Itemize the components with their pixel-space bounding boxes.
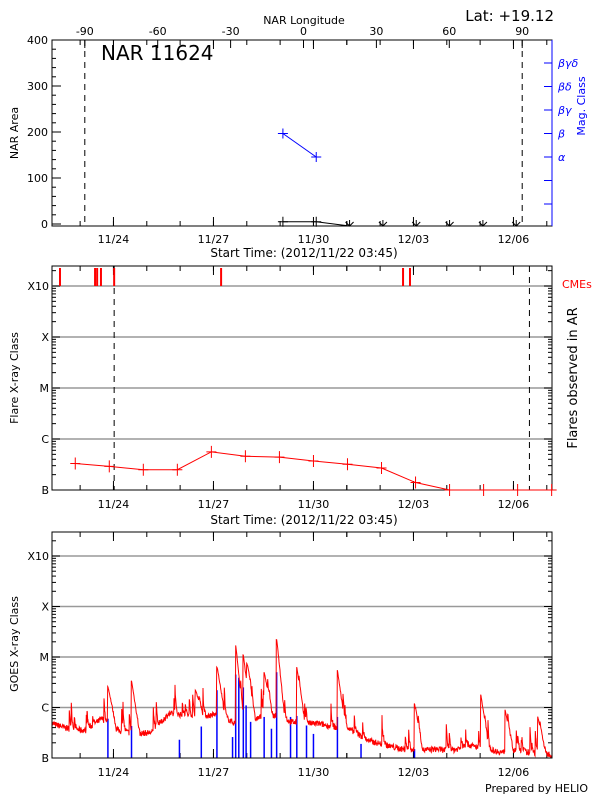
panel1-y-tick-label: 300 — [27, 80, 48, 93]
panel3-x-tick-label: 12/06 — [498, 766, 530, 779]
panel3-x-tick-label: 11/30 — [298, 766, 330, 779]
panel-flare-class: B C M X X10 11/24 11/27 11/30 12/03 12/06 — [27, 265, 557, 511]
mag-class-point-marker — [311, 152, 322, 162]
panel1-x-tick-label: 11/24 — [98, 233, 130, 246]
panel3-x-tick-label: 11/24 — [98, 766, 130, 779]
top-axis-tick-label: 30 — [369, 25, 383, 38]
area-point-marker — [311, 216, 322, 227]
panel1-x-tick-label: 11/27 — [198, 233, 230, 246]
top-axis-tick-label: 0 — [300, 25, 307, 38]
top-axis-tick-label: -30 — [222, 25, 240, 38]
panel2-x-tick-label: 11/24 — [98, 498, 130, 511]
panel1-y-tick-label: 100 — [27, 172, 48, 185]
panel2-y-tick-label: C — [41, 433, 49, 446]
flare-point-marker — [478, 484, 489, 496]
latitude-label: Lat: +19.12 — [465, 7, 554, 25]
goes-flux-line — [51, 639, 553, 758]
panel3-y-tick-label: X10 — [27, 550, 49, 563]
panel2-right-axis-title: Flares observed in AR — [566, 307, 581, 448]
mag-class-tick-label: βδ — [557, 81, 572, 94]
panel3-y-tick-label: B — [41, 752, 49, 765]
top-axis-tick-label: 90 — [515, 25, 529, 38]
panel-nar-area: 11/24 11/27 11/30 12/03 12/060100200300400-9… — [27, 25, 579, 246]
panel3-y-tick-label: M — [40, 651, 50, 664]
flare-point-marker — [138, 463, 149, 476]
area-missing-arrow — [511, 220, 521, 227]
panel-goes-xray: B C M X X10 11/24 11/27 11/30 12/03 12/06 — [27, 531, 553, 779]
flare-point-marker — [240, 450, 251, 463]
mag-class-tick-label: α — [558, 151, 566, 164]
area-missing-arrow — [445, 220, 454, 227]
panel2-x-tick-label: 11/30 — [298, 498, 330, 511]
panel2-y-tick-label: B — [41, 484, 49, 497]
panel3-y-tick-label: C — [41, 702, 49, 715]
panel2-x-tick-label: 12/06 — [498, 498, 530, 511]
panel2-y-tick-label: X10 — [27, 280, 49, 293]
mag-class-point-marker — [277, 128, 288, 139]
flare-point-marker — [104, 460, 115, 473]
flare-point-marker — [206, 445, 217, 458]
panel1-x-tick-label: 12/06 — [498, 233, 530, 246]
flare-point-marker — [172, 463, 183, 476]
flare-point-marker — [410, 476, 421, 489]
flare-point-marker — [308, 455, 319, 468]
panel2-x-tick-label: 12/03 — [398, 498, 430, 511]
panel1-x-tick-label: 12/03 — [398, 233, 430, 246]
area-missing-arrow — [411, 220, 421, 227]
top-axis-tick-label: -60 — [149, 25, 167, 38]
panel2-y-tick-label: X — [41, 331, 49, 344]
area-missing-arrow — [345, 220, 354, 227]
panel3-y-axis-title: GOES X-ray Class — [8, 596, 21, 692]
panel1-frame — [51, 39, 553, 227]
panel1-x-axis-title: Start Time: (2012/11/22 03:45) — [210, 246, 397, 260]
flare-point-marker — [512, 484, 523, 496]
panel1-y-axis-title: NAR Area — [8, 107, 21, 159]
top-axis-tick-label: -90 — [76, 25, 94, 38]
panel2-x-axis-title: Start Time: (2012/11/22 03:45) — [210, 513, 397, 527]
flare-point-marker — [70, 457, 81, 470]
mag-class-tick-label: βγ — [557, 104, 572, 117]
panel2-x-tick-label: 11/27 — [198, 498, 230, 511]
panel3-frame — [51, 531, 553, 759]
panel1-y-tick-label: 200 — [27, 126, 48, 139]
flare-point-marker — [274, 451, 285, 464]
footer-credit: Prepared by HELIO — [485, 782, 588, 795]
panel2-y-axis-title: Flare X-ray Class — [8, 332, 21, 424]
panel1-right-axis-title: Mag. Class — [575, 76, 588, 135]
panel1-x-tick-label: 11/30 — [298, 233, 330, 246]
top-axis-title: NAR Longitude — [263, 14, 345, 27]
panel2-y-tick-label: M — [40, 382, 50, 395]
panel1-y-tick-label: 0 — [41, 218, 48, 231]
area-missing-arrow — [478, 220, 488, 227]
panel3-y-tick-label: X — [41, 601, 49, 614]
area-missing-arrow — [378, 220, 388, 227]
flare-point-marker — [342, 458, 353, 471]
panel1-y-tick-label: 400 — [27, 34, 48, 47]
top-axis-tick-label: 60 — [442, 25, 456, 38]
panel3-x-tick-label: 12/03 — [398, 766, 430, 779]
area-point-marker — [277, 216, 288, 227]
panel2-frame — [51, 265, 553, 491]
mag-class-tick-label: β — [557, 128, 565, 141]
panel3-x-tick-label: 11/27 — [198, 766, 230, 779]
flare-point-marker — [546, 484, 557, 496]
mag-class-tick-label: βγδ — [557, 57, 579, 70]
flare-point-marker — [444, 484, 455, 496]
flare-point-marker — [376, 462, 387, 474]
mag-class-line — [282, 133, 317, 158]
cme-label: CMEs — [562, 278, 592, 291]
